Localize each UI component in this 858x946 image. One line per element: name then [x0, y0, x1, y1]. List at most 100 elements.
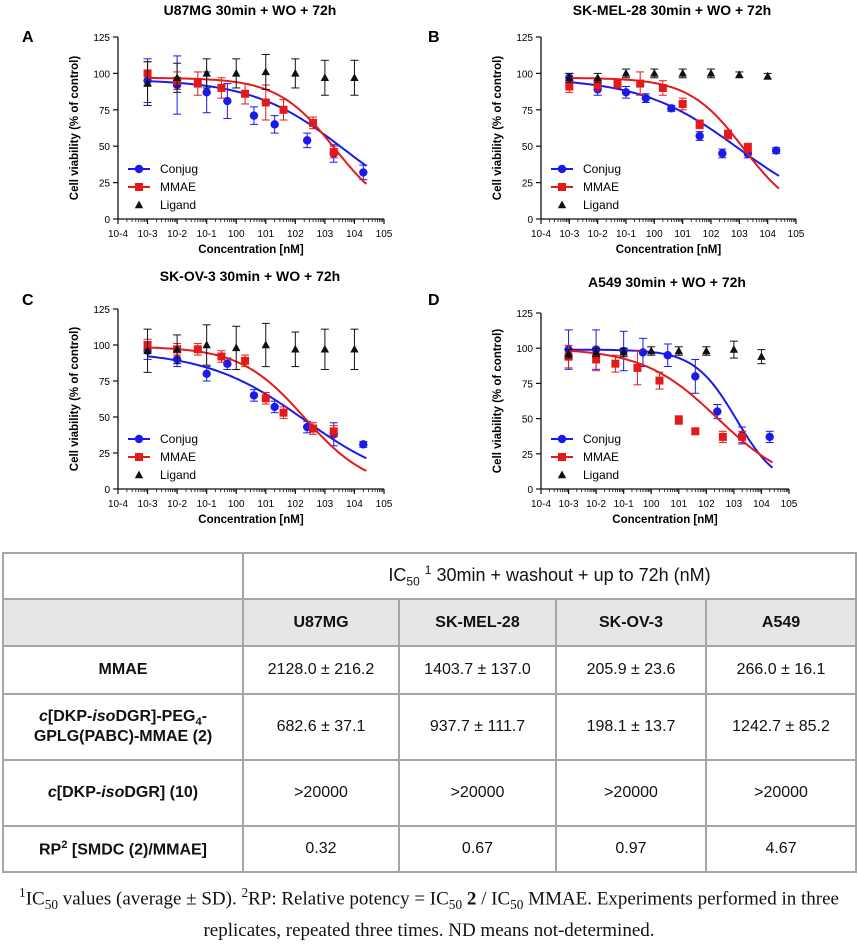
- table-cell: >20000: [242, 759, 400, 827]
- data-point: [359, 440, 368, 449]
- legend-label: Conjug: [583, 432, 621, 446]
- y-tick-label: 0: [104, 215, 110, 226]
- text-fragment: c: [38, 707, 48, 725]
- y-tick-label: 50: [99, 142, 111, 153]
- data-point: [202, 88, 211, 97]
- data-point: [241, 356, 250, 365]
- table-cell: 0.67: [398, 825, 557, 873]
- series-ligand: [143, 322, 359, 373]
- table-cell: 0.32: [242, 825, 400, 873]
- x-tick-label: 10-2: [167, 499, 187, 510]
- fit-curve: [147, 80, 367, 167]
- x-tick-label: 103: [731, 229, 748, 240]
- y-tick-label: 0: [527, 485, 533, 496]
- legend-label: MMAE: [160, 180, 196, 194]
- x-tick-label: 101: [674, 229, 691, 240]
- y-tick-label: 50: [522, 415, 534, 426]
- text-fragment: MMAE. Experiments performed in three rep…: [203, 888, 839, 942]
- y-tick-label: 100: [93, 69, 110, 80]
- data-point: [261, 67, 270, 76]
- table-row: RP2 [SMDC (2)/MMAE] 0.32 0.67 0.97 4.67: [2, 825, 858, 873]
- table-cell: 1242.7 ± 85.2: [704, 693, 858, 761]
- text-fragment: [DKP-: [47, 707, 93, 725]
- series-ligand: [564, 340, 766, 365]
- text-fragment: RP: Relative potency = IC: [248, 888, 449, 910]
- x-tick-label: 105: [781, 499, 798, 510]
- legend-label: Ligand: [160, 468, 196, 482]
- x-tick-label: 103: [726, 499, 743, 510]
- data-point: [270, 120, 279, 129]
- row-header: MMAE: [2, 645, 244, 695]
- x-tick-label: 103: [317, 499, 334, 510]
- x-tick-label: 10-3: [138, 229, 158, 240]
- x-tick-label: 105: [788, 229, 805, 240]
- data-point: [193, 79, 202, 88]
- table-cell: >20000: [398, 759, 557, 827]
- data-point: [674, 346, 683, 355]
- legend-label: MMAE: [160, 450, 196, 464]
- series-ligand: [565, 68, 772, 83]
- data-point: [738, 432, 747, 441]
- legend-entry: MMAE: [128, 180, 196, 194]
- data-point: [564, 349, 573, 358]
- table-cell: 198.1 ± 13.7: [555, 693, 707, 761]
- x-tick-label: 10-4: [108, 499, 128, 510]
- legend-marker: [135, 453, 143, 461]
- table-cell: 4.67: [704, 825, 858, 873]
- column-header: SK-OV-3: [555, 598, 707, 647]
- y-tick-label: 100: [516, 344, 533, 355]
- data-point: [678, 99, 687, 108]
- y-axis-label: Cell viability (% of control): [69, 327, 81, 472]
- legend-marker: [558, 183, 566, 191]
- x-tick-label: 103: [317, 229, 334, 240]
- data-point: [143, 79, 152, 87]
- data-point: [309, 118, 318, 127]
- chart-panel-c: SK-OV-3 30min + WO + 72h C 0 25 50 75 100 125 10…: [22, 268, 393, 526]
- data-point: [663, 351, 672, 360]
- legend-entry: Ligand: [134, 198, 196, 212]
- data-point: [261, 394, 270, 403]
- data-point: [611, 359, 620, 368]
- text-fragment: / IC: [476, 888, 511, 910]
- y-axis-label: Cell viability (% of control): [492, 56, 504, 201]
- x-tick-label: 104: [346, 229, 363, 240]
- text-fragment: iso: [101, 784, 125, 801]
- legend-marker: [134, 470, 144, 479]
- table-cell: 937.7 ± 111.7: [398, 693, 557, 761]
- data-point: [143, 346, 152, 354]
- panel-label: D: [428, 292, 440, 309]
- x-tick-label: 104: [759, 229, 776, 240]
- x-tick-label: 10-4: [531, 229, 551, 240]
- data-point: [261, 340, 270, 349]
- legend-entry: Ligand: [557, 468, 619, 482]
- data-point: [706, 68, 716, 77]
- fit-curve: [147, 77, 367, 185]
- text-fragment: 2: [466, 888, 477, 910]
- data-point: [172, 344, 182, 353]
- text-fragment: DGR] (10): [124, 784, 199, 801]
- y-tick-label: 125: [93, 305, 110, 316]
- text-fragment: 1: [19, 885, 26, 900]
- x-tick-label: 104: [346, 499, 363, 510]
- legend-label: Ligand: [160, 198, 196, 212]
- x-tick-label: 10-3: [559, 229, 579, 240]
- table-cell: 2128.0 ± 216.2: [242, 645, 400, 695]
- table-row: MMAE 2128.0 ± 216.2 1403.7 ± 137.0 205.9…: [2, 645, 858, 695]
- legend-entry: Ligand: [557, 198, 619, 212]
- column-header: SK-MEL-28: [398, 598, 557, 647]
- data-point: [249, 391, 259, 400]
- data-point: [621, 88, 631, 97]
- text-fragment: IC: [25, 888, 45, 910]
- y-tick-label: 100: [93, 341, 110, 352]
- x-axis-label: Concentration [nM]: [198, 514, 304, 526]
- data-point: [763, 71, 772, 80]
- text-fragment: iso: [92, 707, 116, 725]
- legend-marker: [134, 200, 144, 209]
- table-row: c[DKP-isoDGR]-PEG4- GPLG(PABC)-MMAE (2) 6…: [2, 693, 858, 761]
- legend-marker: [134, 434, 144, 444]
- legend-marker: [135, 183, 143, 191]
- table-header-blank: [2, 598, 244, 647]
- legend-entry: Conjug: [128, 432, 198, 446]
- legend-marker: [557, 470, 567, 479]
- table-main-header: IC50 1 30min + washout + up to 72h (nM): [241, 552, 858, 600]
